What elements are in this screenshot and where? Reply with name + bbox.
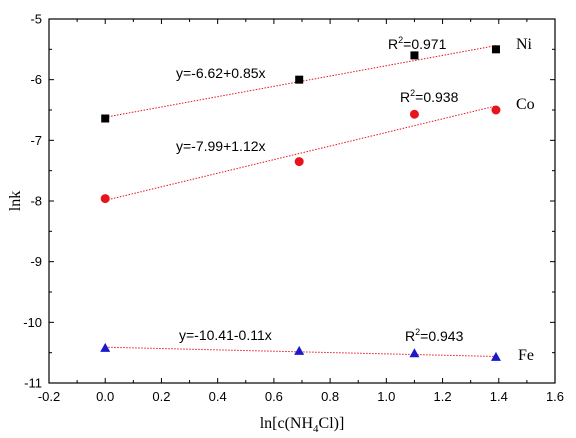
y-tick-label: -10 bbox=[23, 315, 42, 330]
x-tick-label: 0.8 bbox=[321, 389, 339, 404]
y-tick-label: -11 bbox=[24, 376, 42, 391]
y-tick-label: -6 bbox=[30, 72, 42, 87]
x-tick-label: 0.0 bbox=[96, 389, 114, 404]
x-tick-label: 1.4 bbox=[490, 389, 508, 404]
x-tick-label: 0.2 bbox=[152, 389, 170, 404]
equation-ni: y=-6.62+0.85x bbox=[176, 65, 266, 81]
point-fe bbox=[294, 345, 305, 355]
y-tick-label: -7 bbox=[30, 133, 42, 148]
r-squared-fe: R2=0.943 bbox=[405, 327, 464, 344]
point-ni bbox=[295, 75, 304, 84]
series-label-fe: Fe bbox=[518, 347, 534, 364]
point-ni bbox=[101, 114, 110, 123]
point-ni bbox=[410, 51, 419, 60]
point-co bbox=[491, 105, 501, 115]
x-tick-label: 1.6 bbox=[546, 389, 564, 404]
y-tick-label: -8 bbox=[30, 194, 42, 209]
point-fe bbox=[100, 342, 111, 352]
r-squared-ni: R2=0.971 bbox=[388, 35, 447, 52]
x-tick-label: 1.2 bbox=[434, 389, 452, 404]
plot-frame bbox=[48, 18, 556, 384]
annotations: y=-6.62+0.85x R2=0.971 Ni y=-7.99+1.12x R2=0… bbox=[176, 35, 535, 364]
equation-fe: y=-10.41-0.11x bbox=[179, 327, 272, 343]
y-tick-label: -9 bbox=[30, 254, 42, 269]
series-label-co: Co bbox=[516, 96, 535, 113]
data-points bbox=[100, 45, 501, 361]
x-axis-label: ln[c(NH4Cl)] bbox=[260, 415, 345, 435]
point-fe bbox=[490, 351, 501, 361]
point-fe bbox=[409, 348, 420, 358]
fit-line-co bbox=[105, 105, 497, 201]
x-tick-label: 1.0 bbox=[377, 389, 395, 404]
point-co bbox=[294, 157, 304, 167]
y-tick-label: -5 bbox=[30, 12, 42, 27]
x-tick-label: -0.2 bbox=[38, 389, 60, 404]
r-squared-co: R2=0.938 bbox=[400, 88, 459, 105]
x-tick-label: 0.4 bbox=[209, 389, 227, 404]
point-ni bbox=[491, 45, 500, 54]
y-axis-label: lnk bbox=[7, 191, 24, 211]
plot-border bbox=[48, 18, 556, 384]
point-co bbox=[409, 109, 419, 119]
point-co bbox=[100, 194, 110, 204]
equation-co: y=-7.99+1.12x bbox=[176, 138, 266, 154]
x-tick-label: 0.6 bbox=[265, 389, 283, 404]
series-label-ni: Ni bbox=[516, 36, 533, 53]
axis-ticks: -0.2 0.0 0.2 0.4 0.6 0.8 1.0 1.2 1.4 1.6 -5 -6 -7 -8 -… bbox=[23, 12, 564, 405]
